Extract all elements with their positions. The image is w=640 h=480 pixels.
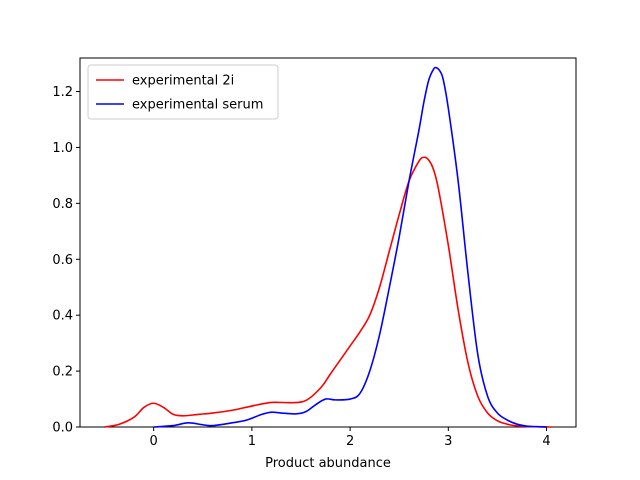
x-tick-label: 0 (150, 434, 158, 449)
series-layer (104, 66, 552, 428)
legend-entry-label: experimental serum (132, 98, 263, 113)
x-tick-label: 1 (248, 434, 256, 449)
legend: experimental 2i experimental serum (87, 64, 279, 120)
legend-entry-label: experimental 2i (132, 74, 234, 89)
y-tick-label: 0.2 (52, 365, 73, 380)
x-axis: 0 1 2 3 4 (150, 427, 551, 449)
series-line-1 (104, 156, 552, 428)
x-tick-label: 4 (542, 434, 550, 449)
legend-box (87, 64, 279, 120)
y-tick-label: 1.0 (52, 141, 73, 156)
x-axis-label: Product abundance (265, 456, 391, 471)
y-tick-label: 0.4 (52, 309, 73, 324)
y-tick-label: 0.8 (52, 197, 73, 212)
y-tick-label: 0.0 (52, 421, 73, 436)
y-axis: 0.0 0.2 0.4 0.6 0.8 1.0 1.2 (52, 85, 80, 436)
y-tick-label: 1.2 (52, 85, 73, 100)
x-tick-label: 3 (444, 434, 452, 449)
y-tick-label: 0.6 (52, 253, 73, 268)
x-tick-label: 2 (346, 434, 354, 449)
series-line-2 (153, 66, 547, 428)
plot-area (79, 57, 577, 428)
